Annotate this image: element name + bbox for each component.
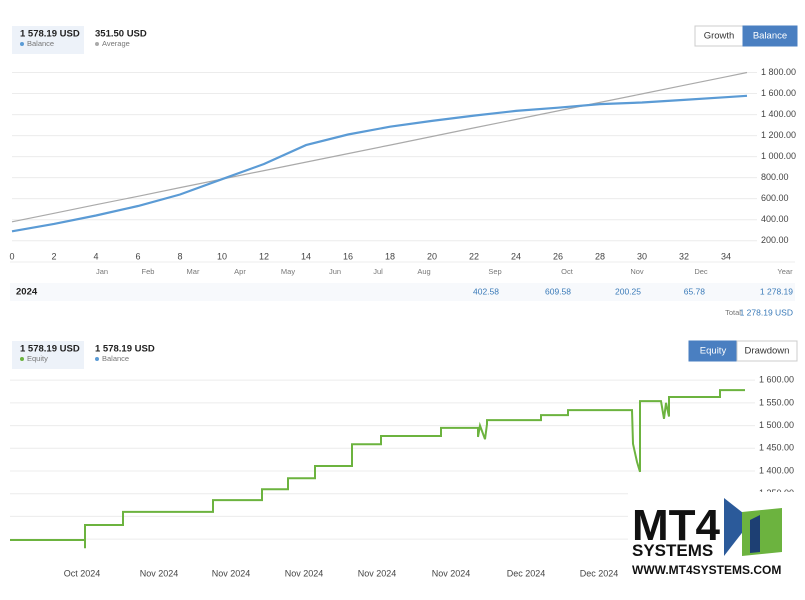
month-header: Aug (417, 267, 430, 276)
summary-value: 351.50 USD (95, 29, 147, 40)
summary-value: 1 578.19 USD (20, 344, 80, 355)
month-header: Apr (234, 267, 246, 276)
x-tick-label: 2 (51, 251, 56, 261)
month-header: Jun (329, 267, 341, 276)
month-header: Nov (630, 267, 644, 276)
logo-url: WWW.MT4SYSTEMS.COM (632, 563, 781, 577)
y-tick-label: 1 400.00 (761, 109, 796, 119)
month-header: Mar (187, 267, 200, 276)
x-tick-label: 10 (217, 251, 227, 261)
logo-mark (724, 498, 752, 556)
x-tick-label: Oct 2024 (64, 568, 101, 578)
tab-label[interactable]: Growth (704, 31, 735, 42)
summary-dot (20, 42, 24, 46)
series-line (11, 71, 748, 223)
x-tick-label: 24 (511, 251, 521, 261)
x-tick-label: 22 (469, 251, 479, 261)
x-tick-label: 6 (135, 251, 140, 261)
logo-mark (742, 508, 782, 556)
y-tick-label: 200.00 (761, 235, 789, 245)
summary-dot (95, 42, 99, 46)
tab-label[interactable]: Drawdown (745, 346, 790, 357)
x-tick-label: 32 (679, 251, 689, 261)
return-cell: 609.58 (545, 286, 571, 296)
summary-highlight (12, 341, 84, 369)
return-cell: 1 278.19 (760, 286, 793, 296)
x-tick-label: 4 (93, 251, 98, 261)
series-line (11, 94, 748, 233)
y-tick-label: 600.00 (761, 193, 789, 203)
y-tick-label: 800.00 (761, 172, 789, 182)
x-tick-label: Nov 2024 (432, 568, 471, 578)
summary-dot (20, 357, 24, 361)
month-header: Year (777, 267, 793, 276)
year-row (10, 283, 795, 301)
y-tick-label: 1 450.00 (759, 443, 794, 453)
y-tick-label: 1 600.00 (761, 88, 796, 98)
month-header: Jan (96, 267, 108, 276)
x-tick-label: Dec 2024 (507, 568, 546, 578)
month-header: Oct (561, 267, 574, 276)
x-tick-label: Nov 2024 (140, 568, 179, 578)
y-tick-label: 1 550.00 (759, 397, 794, 407)
y-tick-label: 1 500.00 (759, 420, 794, 430)
summary-label: Balance (102, 354, 129, 363)
tab-label[interactable]: Equity (700, 346, 727, 357)
summary-dot (95, 357, 99, 361)
x-tick-label: 14 (301, 251, 311, 261)
logo-name: MT4 (632, 501, 721, 550)
summary-value: 1 578.19 USD (95, 344, 155, 355)
row-label: 2024 (16, 287, 38, 298)
x-tick-label: 8 (177, 251, 182, 261)
y-tick-label: 1 000.00 (761, 151, 796, 161)
logo: MT4SYSTEMS WWW.MT4SYSTEMS.COM (628, 492, 805, 580)
logo-sub: SYSTEMS (632, 541, 713, 560)
summary-label: Average (102, 39, 130, 48)
x-tick-label: 30 (637, 251, 647, 261)
y-tick-label: 400.00 (761, 214, 789, 224)
month-header: Dec (694, 267, 708, 276)
x-tick-label: Dec 2024 (580, 568, 619, 578)
x-tick-label: 18 (385, 251, 395, 261)
y-tick-label: 1 400.00 (759, 465, 794, 475)
x-tick-label: 26 (553, 251, 563, 261)
x-tick-label: Nov 2024 (285, 568, 324, 578)
return-cell: 65.78 (684, 286, 706, 296)
y-tick-label: 1 600.00 (759, 375, 794, 385)
logo-mark (750, 515, 760, 553)
x-tick-label: Nov 2024 (212, 568, 251, 578)
x-tick-label: 34 (721, 251, 731, 261)
tab-label[interactable]: Balance (753, 31, 787, 42)
series-line (10, 389, 745, 549)
month-header: Jul (373, 267, 383, 276)
return-cell: 200.25 (615, 286, 641, 296)
x-tick-label: 28 (595, 251, 605, 261)
tab-button[interactable] (736, 340, 798, 362)
x-tick-label: 12 (259, 251, 269, 261)
x-tick-label: 16 (343, 251, 353, 261)
summary-value: 1 578.19 USD (20, 29, 80, 40)
return-cell: 402.58 (473, 286, 499, 296)
month-header: May (281, 267, 295, 276)
y-tick-label: 1 200.00 (761, 130, 796, 140)
total-value: 1 278.19 USD (740, 307, 793, 317)
x-tick-label: 0 (9, 251, 14, 261)
month-header: Feb (142, 267, 155, 276)
month-header: Sep (488, 267, 501, 276)
total-label: Total: (725, 308, 743, 317)
summary-label: Equity (27, 354, 48, 363)
tab-button[interactable] (742, 25, 798, 47)
x-tick-label: Nov 2024 (358, 568, 397, 578)
summary-label: Balance (27, 39, 54, 48)
x-tick-label: 20 (427, 251, 437, 261)
summary-highlight (12, 26, 84, 54)
y-tick-label: 1 800.00 (761, 67, 796, 77)
